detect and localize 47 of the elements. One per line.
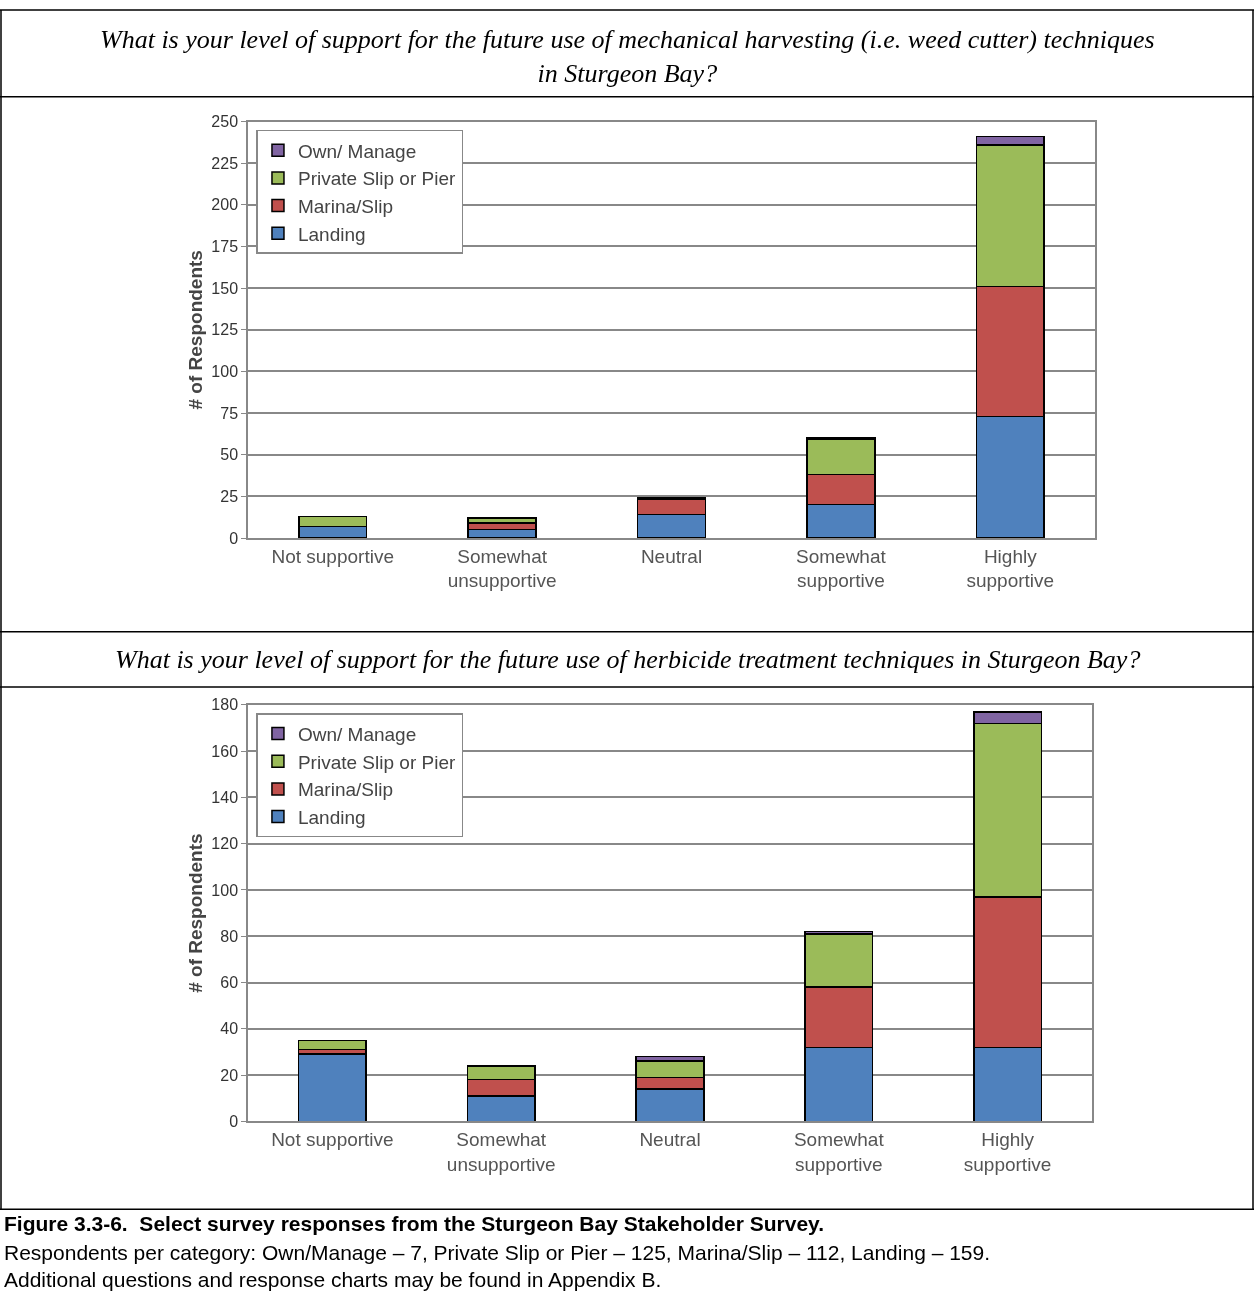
legend-label: Own/ Manage bbox=[297, 723, 417, 745]
bar bbox=[297, 1053, 367, 1122]
y-tick-label: 150 bbox=[211, 279, 239, 297]
x-tick-label: Neutral bbox=[639, 1128, 701, 1150]
y-tick-label: 100 bbox=[211, 881, 239, 899]
y-tick-label: 80 bbox=[220, 927, 239, 945]
y-tick-label: 125 bbox=[211, 321, 239, 339]
legend-label: Own/ Manage bbox=[297, 140, 417, 162]
y-tick-label: 100 bbox=[211, 363, 239, 381]
text: Respondents per category: Own/Manage – 7, Private Slip or Pier – 125, Marina/Slip – 112, Landing – 159. Additional questions and response charts may be found in Appendix B. bbox=[4, 1241, 996, 1292]
y-tick-label: 250 bbox=[211, 113, 239, 131]
caption: Figure 3.3-6. Select survey responses from the Sturgeon Bay Stakeholder Survey. bbox=[4, 1212, 825, 1235]
chart-title: What is your level of support for the future use of mechanical harvesting (i.e. weed cutter) techniques in Sturgeon Bay? bbox=[100, 25, 1155, 88]
x-tick-label: Highly supportive bbox=[963, 1128, 1052, 1175]
y-tick-label: 175 bbox=[211, 238, 239, 256]
legend-label: Private Slip or Pier bbox=[297, 168, 456, 190]
legend-label: Landing bbox=[297, 807, 366, 829]
y-tick-label: 140 bbox=[211, 788, 239, 806]
y-tick-label: 225 bbox=[211, 154, 239, 172]
y-tick-label: 120 bbox=[211, 835, 239, 853]
chart-title: What is your level of support for the future use of herbicide treatment techniques in Sturgeon Bay? bbox=[115, 645, 1141, 674]
x-tick-label: Somewhat supportive bbox=[793, 1128, 885, 1175]
y-tick-label: 0 bbox=[229, 1112, 239, 1130]
x-tick-label: Neutral bbox=[640, 545, 703, 567]
y-tick-label: 50 bbox=[220, 446, 239, 464]
y-tick-label: 160 bbox=[211, 742, 239, 760]
y-tick-label: 180 bbox=[211, 696, 239, 714]
legend-label: Landing bbox=[297, 223, 366, 245]
y-axis-title: # of Respondents bbox=[184, 833, 206, 993]
x-tick-label: Not supportive bbox=[271, 1128, 394, 1150]
y-tick-label: 75 bbox=[220, 404, 239, 422]
legend-label: Marina/Slip bbox=[297, 779, 393, 801]
x-tick-label: Somewhat unsupportive bbox=[447, 545, 557, 592]
x-tick-label: Not supportive bbox=[271, 545, 394, 567]
legend-label: Private Slip or Pier bbox=[297, 751, 456, 773]
y-tick-label: 25 bbox=[220, 487, 239, 505]
y-tick-label: 200 bbox=[211, 196, 239, 214]
y-tick-label: 60 bbox=[220, 974, 239, 992]
bar bbox=[297, 1039, 367, 1051]
x-tick-label: Highly supportive bbox=[966, 545, 1055, 592]
x-tick-label: Somewhat supportive bbox=[796, 545, 887, 592]
y-tick-label: 40 bbox=[220, 1020, 239, 1038]
y-axis-title: # of Respondents bbox=[184, 250, 206, 410]
legend-label: Marina/Slip bbox=[297, 196, 394, 217]
y-tick-label: 0 bbox=[229, 529, 239, 547]
x-tick-label: Somewhat unsupportive bbox=[446, 1128, 556, 1175]
y-tick-label: 20 bbox=[220, 1066, 239, 1084]
